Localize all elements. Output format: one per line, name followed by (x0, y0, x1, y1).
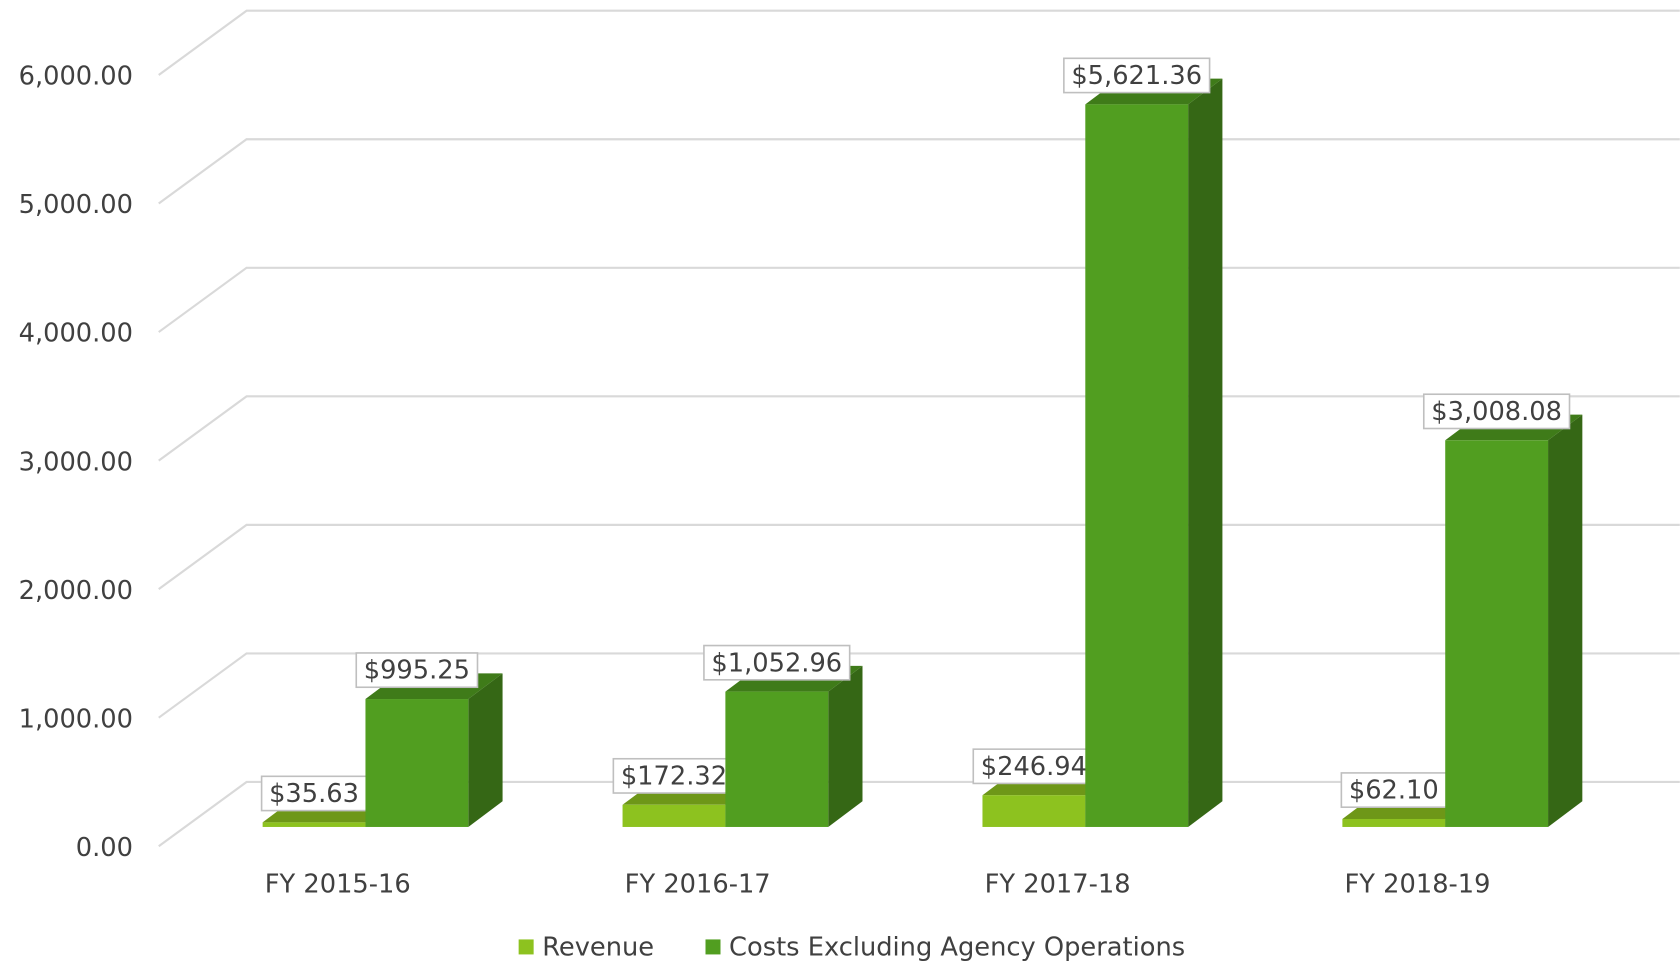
data-label: $172.32 (621, 761, 727, 791)
data-label-box (260, 775, 368, 812)
y-tick-label: 1,000.00 (19, 704, 133, 734)
bar-side (1548, 414, 1583, 827)
bar-front (1445, 440, 1549, 827)
legend-swatch (518, 939, 534, 955)
bar-side (1188, 78, 1223, 827)
bar-front (982, 795, 1086, 827)
data-label: $5,621.36 (1071, 61, 1202, 91)
grid-line (158, 266, 1680, 333)
data-label: $35.63 (269, 779, 359, 809)
bar (365, 673, 503, 827)
y-tick-label: 3,000.00 (19, 447, 133, 477)
bar-front (725, 691, 829, 827)
data-label: $3,008.08 (1431, 397, 1562, 427)
bar-front (622, 804, 726, 827)
bar (1085, 78, 1223, 827)
legend-label: Costs Excluding Agency Operations (729, 933, 1185, 963)
bar (1445, 414, 1583, 827)
data-label-box (612, 757, 736, 794)
data-label-box (355, 652, 479, 689)
data-label: $62.10 (1349, 776, 1439, 806)
grid-line (158, 9, 1680, 76)
bar-front (262, 822, 366, 827)
data-label: $995.25 (364, 656, 470, 686)
data-label: $246.94 (981, 752, 1087, 782)
data-label-box (1063, 57, 1211, 94)
x-tick-label: FY 2018-19 (1345, 869, 1491, 899)
legend-label: Revenue (542, 933, 654, 963)
data-label-box (972, 748, 1096, 785)
bar-side (828, 665, 863, 827)
y-tick-label: 6,000.00 (19, 62, 133, 92)
bar (725, 665, 863, 827)
y-tick-label: 5,000.00 (19, 190, 133, 220)
data-label-box (1422, 393, 1571, 430)
y-tick-label: 2,000.00 (19, 576, 133, 606)
data-label: $1,052.96 (711, 648, 842, 678)
legend-swatch (705, 939, 721, 955)
data-label-box (703, 644, 851, 681)
grid-line (158, 138, 1680, 205)
y-tick-label: 4,000.00 (19, 319, 133, 349)
bar-front (1342, 818, 1446, 827)
y-tick-label: 0.00 (76, 833, 133, 863)
bar-front (365, 699, 469, 827)
x-tick-label: FY 2016-17 (625, 869, 771, 899)
bar-front (1085, 104, 1189, 827)
bar-side (468, 673, 503, 827)
x-tick-label: FY 2015-16 (265, 869, 411, 899)
x-tick-label: FY 2017-18 (985, 869, 1131, 899)
data-label-box (1340, 772, 1448, 808)
